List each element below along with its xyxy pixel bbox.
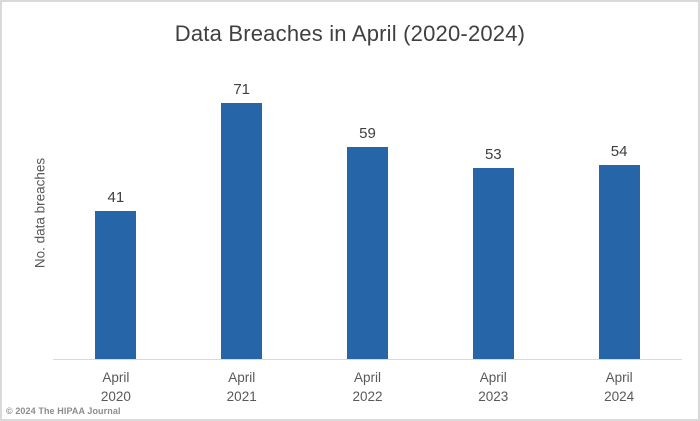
bar-slot: 54 (556, 72, 682, 359)
bar-value-label: 59 (359, 124, 376, 142)
bar-slot: 59 (305, 72, 431, 359)
plot-area: 41 71 59 53 54 (53, 72, 682, 360)
bar-value-label: 41 (107, 189, 125, 207)
chart-title: Data Breaches in April (2020-2024) (174, 21, 526, 46)
x-axis-tick-label: April 2020 (100, 370, 131, 404)
bar-slot: 71 (179, 72, 305, 359)
bar (95, 211, 137, 359)
x-axis-tick-label: April 2023 (478, 370, 509, 404)
bar (346, 146, 388, 359)
x-axis-tick-label: April 2024 (604, 370, 635, 404)
bar (221, 103, 263, 359)
copyright-notice: © 2024 The HIPAA Journal (6, 406, 121, 416)
bar (472, 168, 514, 359)
bar-value-label: 54 (610, 142, 628, 160)
y-axis-label: No. data breaches (32, 157, 48, 269)
bar (598, 164, 640, 359)
bar-value-label: 53 (484, 146, 502, 164)
bar-slot: 41 (53, 72, 179, 359)
bar-slot: 53 (430, 72, 556, 359)
x-axis-labels: April 2020 April 2021 April 2022 April 2023 Apri… (53, 362, 682, 406)
x-axis-tick-label: April 2021 (226, 370, 257, 404)
x-axis-tick-label: April 2022 (352, 370, 383, 404)
bars-container: 41 71 59 53 54 (53, 72, 682, 359)
bar-value-label: 71 (233, 81, 251, 99)
